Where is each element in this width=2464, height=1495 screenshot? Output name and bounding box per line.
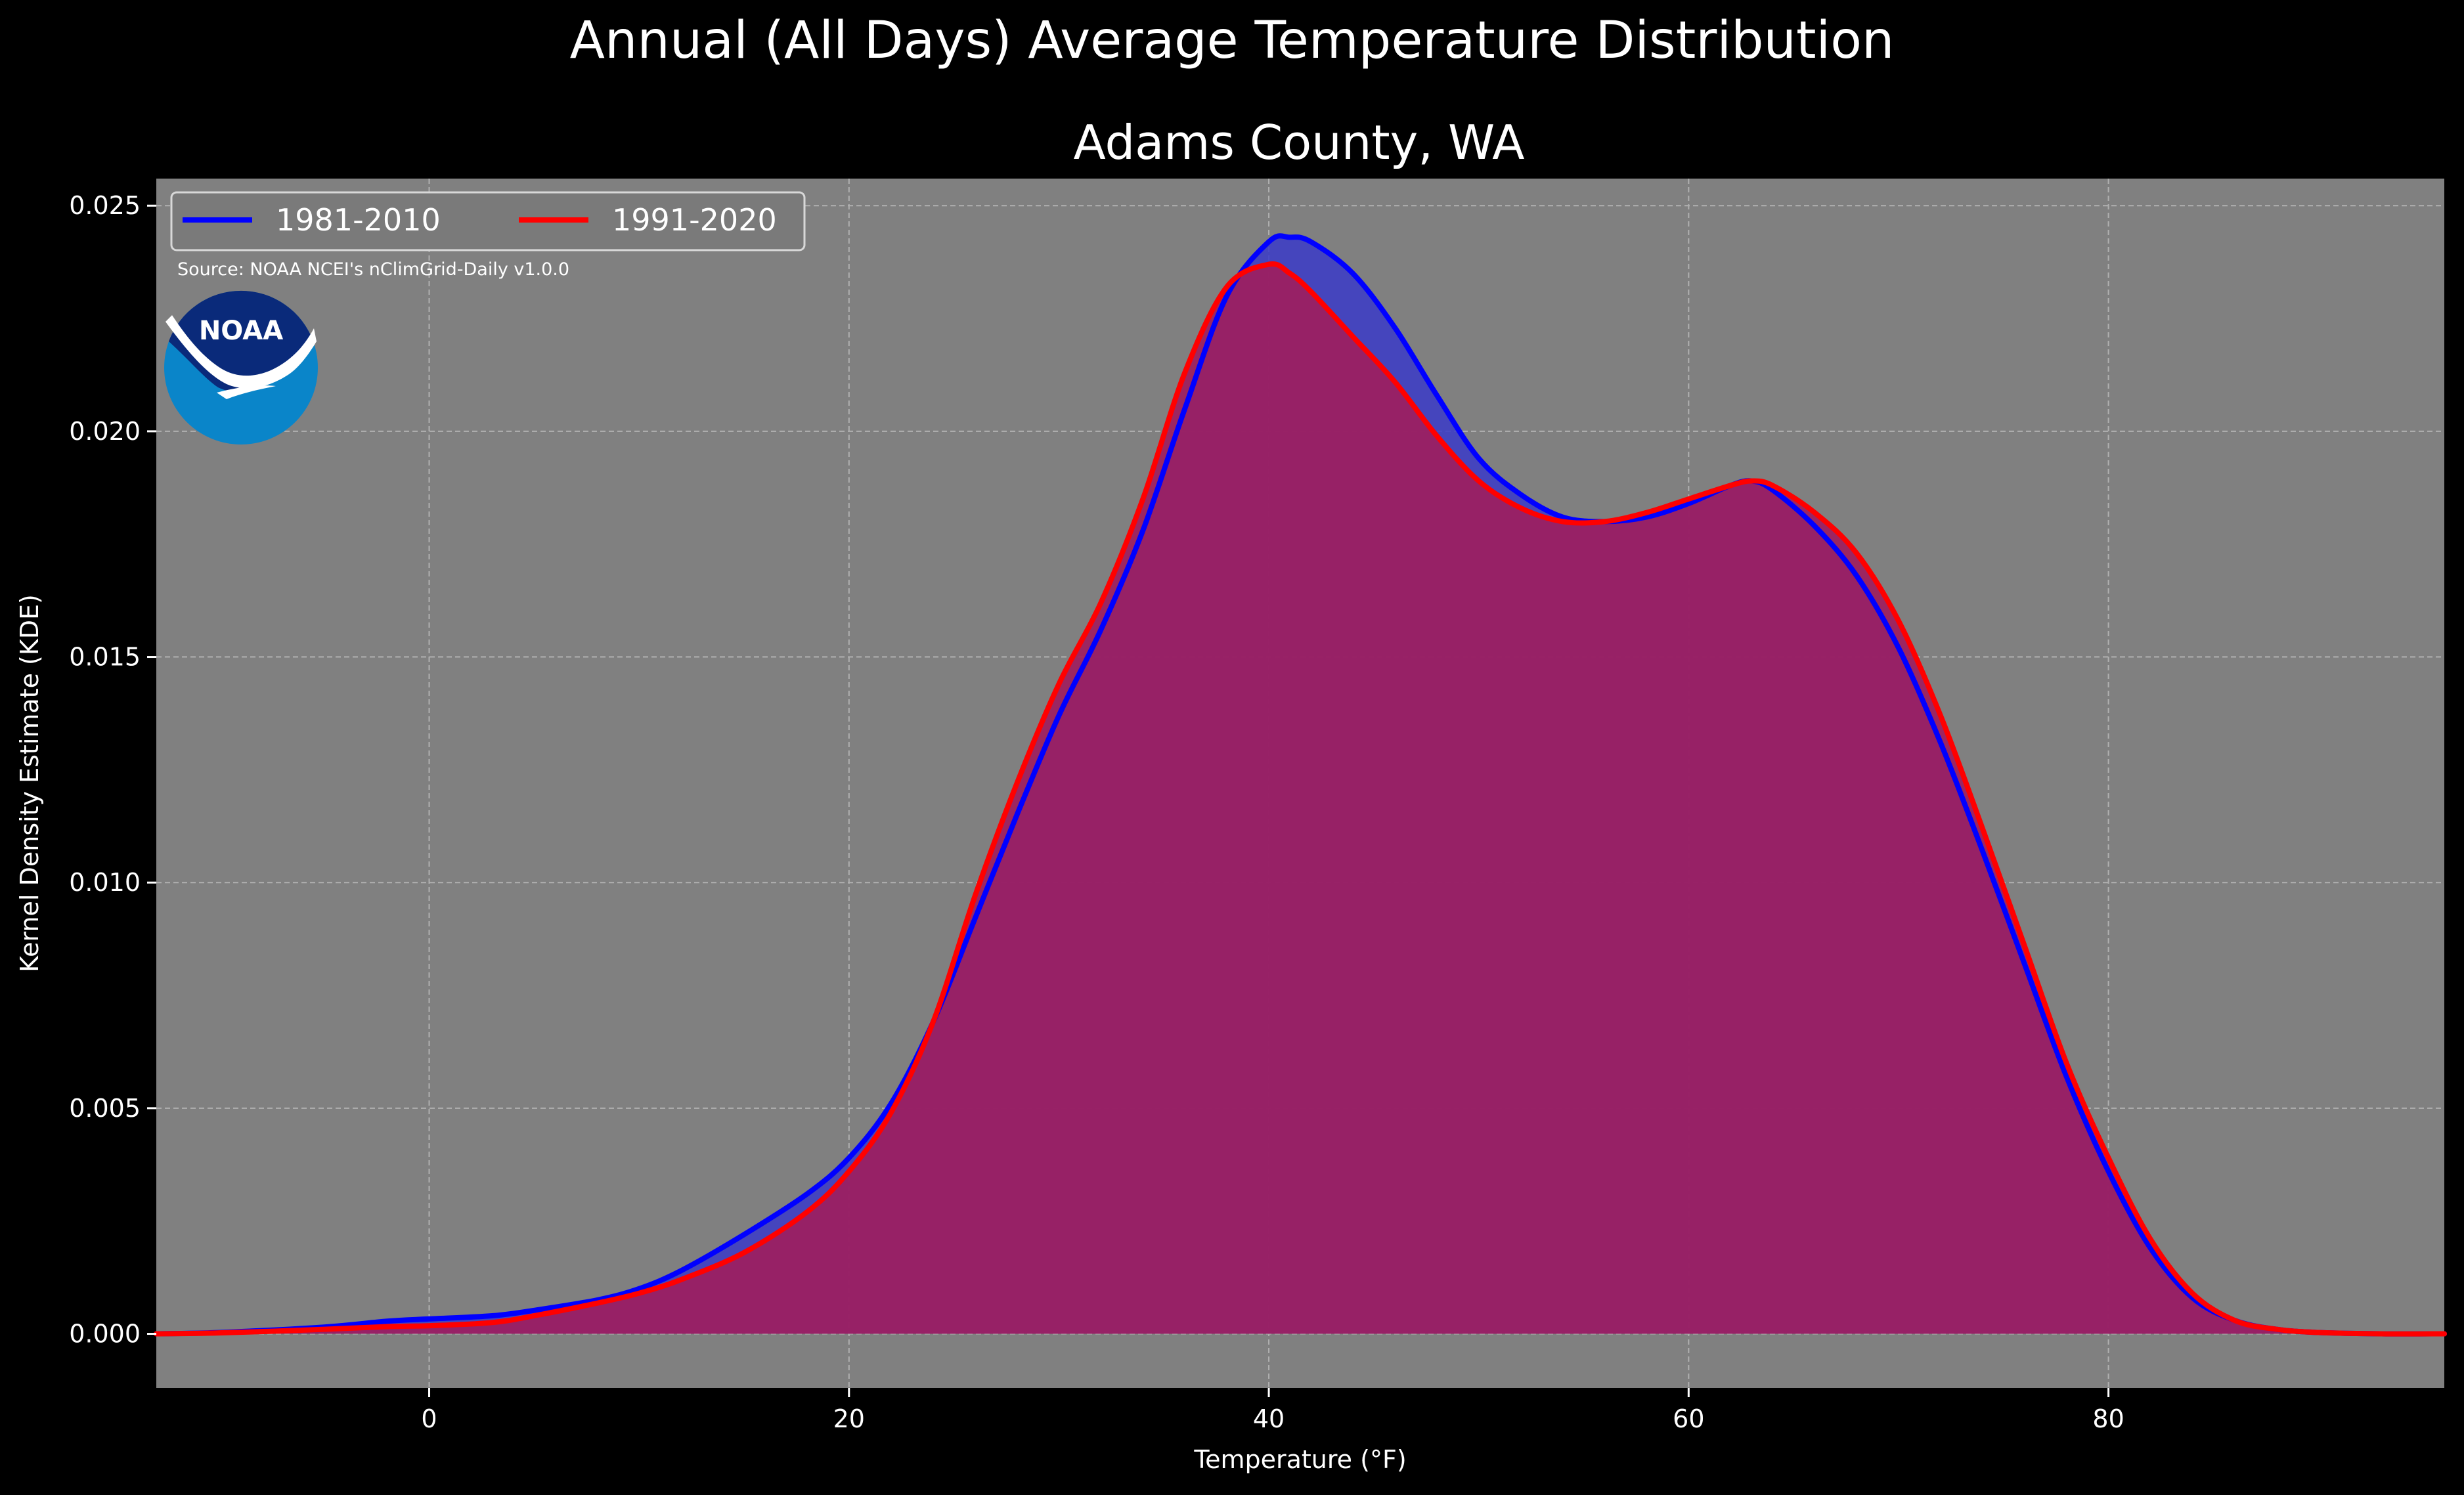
y-tick-label: 0.025: [69, 191, 141, 220]
series-line-1981-2010: [154, 233, 2447, 1337]
noaa-logo: NOAA: [164, 290, 318, 444]
noaa-logo-wing-icon: [217, 385, 276, 399]
y-tick-label: 0.000: [69, 1320, 141, 1349]
y-tick-label: 0.015: [69, 643, 141, 672]
x-axis-label: Temperature (°F): [1193, 1445, 1406, 1474]
x-tick-label: 40: [1253, 1404, 1285, 1433]
x-tick-label: 60: [1673, 1404, 1704, 1433]
y-tick-label: 0.005: [69, 1094, 141, 1123]
noaa-logo-bird-icon: [165, 315, 317, 389]
y-tick-label: 0.020: [69, 417, 141, 446]
legend-label-1991-2020: 1991-2020: [612, 202, 777, 238]
y-axis-label: Kernel Density Estimate (KDE): [15, 594, 44, 972]
y-tick-label: 0.010: [69, 868, 141, 897]
x-axis: 0 20 40 60 80: [421, 1388, 2124, 1433]
legend-label-1981-2010: 1981-2010: [276, 202, 441, 238]
noaa-logo-text: NOAA: [199, 316, 283, 346]
series-lines: [154, 233, 2447, 1337]
figure-suptitle: Annual (All Days) Average Temperature Di…: [570, 11, 1895, 70]
legend: 1981-2010 1991-2020: [170, 191, 806, 251]
x-tick-label: 80: [2092, 1404, 2124, 1433]
legend-box: [170, 191, 806, 251]
y-axis: 0.000 0.005 0.010 0.015 0.020 0.025: [69, 191, 156, 1349]
source-note: Source: NOAA NCEI's nClimGrid-Daily v1.0…: [177, 259, 569, 280]
chart-title: Adams County, WA: [1073, 115, 1524, 170]
area-fill-1991-2020: [156, 263, 2444, 1334]
series-fills: [156, 236, 2444, 1334]
x-tick-label: 0: [421, 1404, 437, 1433]
series-line-1991-2020: [154, 261, 2447, 1337]
x-tick-label: 20: [833, 1404, 865, 1433]
